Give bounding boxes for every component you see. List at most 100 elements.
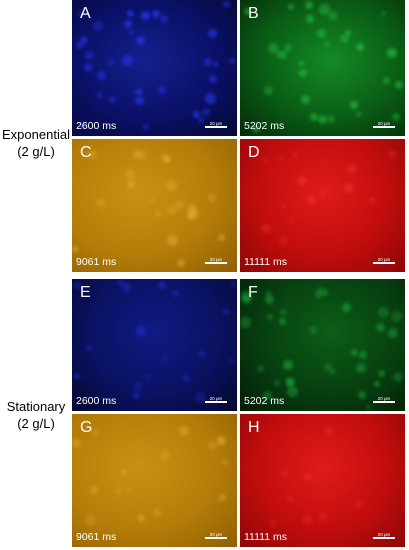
cell-spot [340, 34, 349, 43]
cell-spot [286, 377, 295, 386]
micrograph-panel-e: E 2600 ms 20 µm [72, 279, 237, 411]
scale-bar: 20 µm [373, 532, 395, 539]
cell-spot [279, 318, 286, 325]
cell-spot [356, 111, 362, 117]
cell-spot [330, 369, 335, 374]
cell-spot [109, 96, 116, 103]
cell-spot [204, 58, 212, 66]
exposure-time: 11111 ms [244, 531, 287, 543]
cell-spot [80, 36, 88, 44]
cell-spot [381, 11, 386, 16]
scale-bar-line [373, 401, 395, 403]
cell-spot [257, 365, 264, 372]
cell-spot [324, 41, 330, 47]
cell-spot [177, 259, 185, 267]
micrograph-panel-d: D 11111 ms 20 µm [240, 139, 405, 272]
exposure-time: 2600 ms [76, 120, 117, 132]
cell-spot [158, 281, 166, 289]
cell-spot [324, 363, 332, 371]
cell-spot [217, 437, 226, 446]
cell-spot [209, 75, 217, 83]
cell-spot [193, 111, 200, 118]
cell-spot [73, 281, 82, 290]
cell-spot [280, 469, 289, 478]
cell-spot [279, 155, 284, 160]
cell-spot [359, 351, 367, 359]
cell-spot [388, 150, 396, 158]
micrograph-panel-c: C 9061 ms 20 µm [72, 139, 237, 272]
cell-spot [122, 55, 133, 66]
cell-spot [72, 439, 81, 448]
scale-bar: 20 µm [205, 396, 227, 403]
cell-spot [121, 469, 127, 475]
cell-spot [286, 379, 294, 387]
cell-spot [78, 11, 84, 17]
cell-spot [378, 370, 385, 377]
cell-spot [354, 499, 364, 509]
cell-spot [72, 246, 78, 252]
cell-spot [383, 77, 390, 84]
cell-spot [290, 218, 295, 223]
cell-spot [388, 328, 398, 338]
cell-spot [347, 164, 357, 174]
cell-spot [205, 93, 216, 104]
cell-spot [166, 180, 177, 191]
cell-spot [179, 426, 189, 436]
cell-spot [264, 86, 273, 95]
exposure-time: 11111 ms [244, 256, 287, 268]
cell-spot [302, 514, 313, 525]
cell-spot [134, 382, 143, 391]
scale-bar-line [373, 126, 395, 128]
cell-spot [128, 179, 135, 186]
cell-spot [167, 205, 177, 215]
cell-spot [199, 351, 205, 357]
cell-spot [132, 150, 141, 159]
cell-spot [344, 183, 354, 193]
cell-spot [229, 58, 235, 64]
cell-spot [92, 429, 99, 436]
cell-spot [281, 203, 286, 208]
cell-spot [315, 291, 322, 298]
scale-bar-label: 20 µm [209, 532, 223, 537]
cell-spot [223, 1, 230, 8]
scale-bar-label: 20 µm [377, 121, 391, 126]
scale-bar-line [205, 262, 227, 264]
cell-spot [321, 289, 328, 296]
cell-spot [351, 349, 358, 356]
panel-letter: C [80, 144, 92, 161]
cell-spot [136, 150, 146, 160]
cell-spot [74, 373, 80, 379]
cell-spot [108, 59, 114, 65]
row-label-line2: (2 g/L) [17, 144, 55, 159]
cell-spot [133, 392, 140, 399]
panel-letter: F [248, 284, 258, 301]
cell-spot [187, 214, 193, 220]
cell-spot [222, 459, 228, 465]
cell-spot [144, 374, 150, 380]
scale-bar: 20 µm [205, 121, 227, 128]
cell-spot [310, 113, 318, 121]
cell-spot [208, 194, 216, 202]
cell-spot [317, 287, 323, 293]
cell-spot [356, 363, 366, 373]
cell-spot [124, 20, 132, 28]
micrograph-panel-g: G 9061 ms 20 µm [72, 414, 237, 547]
cell-spot [241, 291, 252, 302]
cell-spot [366, 405, 371, 410]
cell-spot [162, 356, 168, 362]
cell-spot [299, 69, 307, 77]
cell-spot [298, 176, 307, 185]
cell-spot [279, 237, 287, 245]
cell-spot [242, 295, 251, 304]
cell-spot [202, 108, 210, 116]
cell-spot [356, 43, 364, 51]
cell-spot [319, 4, 330, 15]
cell-spot [229, 358, 234, 363]
cell-spot [393, 372, 403, 382]
cell-spot [287, 386, 298, 397]
cell-spot [143, 124, 149, 130]
cell-spot [141, 11, 150, 20]
cell-spot [318, 512, 328, 522]
cell-spot [324, 426, 333, 435]
scale-bar-line [205, 537, 227, 539]
